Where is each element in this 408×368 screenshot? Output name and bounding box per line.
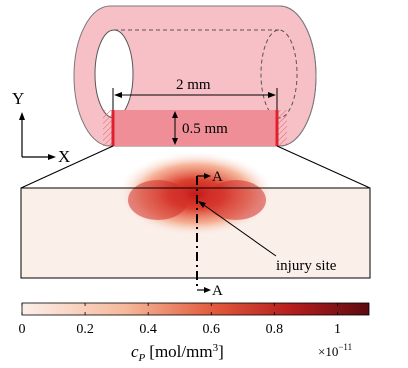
colorbar-label: cP [mol/mm3]	[131, 342, 224, 364]
colorbar-multiplier: ×10−11	[318, 342, 352, 359]
vessel-section-band	[113, 110, 277, 146]
vessel-illustration: 2 mm 0.5 mm	[73, 5, 317, 147]
section-top-arrowhead	[204, 173, 211, 179]
colorbar-tick-label: 0	[19, 322, 26, 337]
section-bottom-arrowhead	[204, 287, 211, 293]
hatch-left	[103, 110, 113, 146]
injury-site-arrowhead	[198, 201, 206, 208]
injury-site-label: injury site	[276, 258, 337, 274]
hatch-right	[277, 110, 287, 146]
concentration-field	[20, 152, 371, 279]
thickness-arrowhead-bottom	[172, 138, 178, 145]
vessel-right-rim	[279, 5, 317, 147]
y-axis-label: Y	[12, 89, 24, 108]
colorbar-tick-label: 0.4	[139, 322, 157, 337]
length-label: 2 mm	[176, 77, 211, 93]
section-marker-top: A	[212, 169, 223, 185]
colorbar-tick-label: 0.2	[76, 322, 94, 337]
zoom-line-left	[20, 145, 114, 189]
zoom-line-right	[276, 145, 371, 189]
section-line-a-a: A A	[196, 169, 223, 299]
colorbar-ticks: 0 0.2 0.4 0.6 0.8 1	[19, 303, 341, 337]
x-axis-label: X	[58, 147, 70, 166]
injury-site-leader	[200, 202, 277, 257]
length-arrowhead-left	[114, 92, 122, 98]
x-axis-arrowhead	[48, 154, 56, 160]
thickness-arrowhead-top	[172, 111, 178, 118]
length-arrowhead-right	[268, 92, 276, 98]
hotspot-right-lobe	[206, 180, 266, 220]
thickness-label: 0.5 mm	[182, 121, 228, 137]
colorbar: 0 0.2 0.4 0.6 0.8 1 cP [mol/mm3] ×10−11	[19, 302, 370, 364]
y-axis-arrowhead	[19, 112, 25, 120]
coordinate-axes: Y X	[12, 89, 70, 166]
vessel-near-lumen	[94, 29, 134, 119]
field-border	[20, 187, 371, 279]
colorbar-tick-label: 0.6	[203, 322, 221, 337]
colorbar-gradient	[21, 302, 370, 316]
colorbar-tick-label: 0.8	[266, 322, 284, 337]
hotspot-left-lobe	[128, 180, 188, 220]
colorbar-tick-label: 1	[334, 322, 341, 337]
section-marker-bottom: A	[212, 283, 223, 299]
